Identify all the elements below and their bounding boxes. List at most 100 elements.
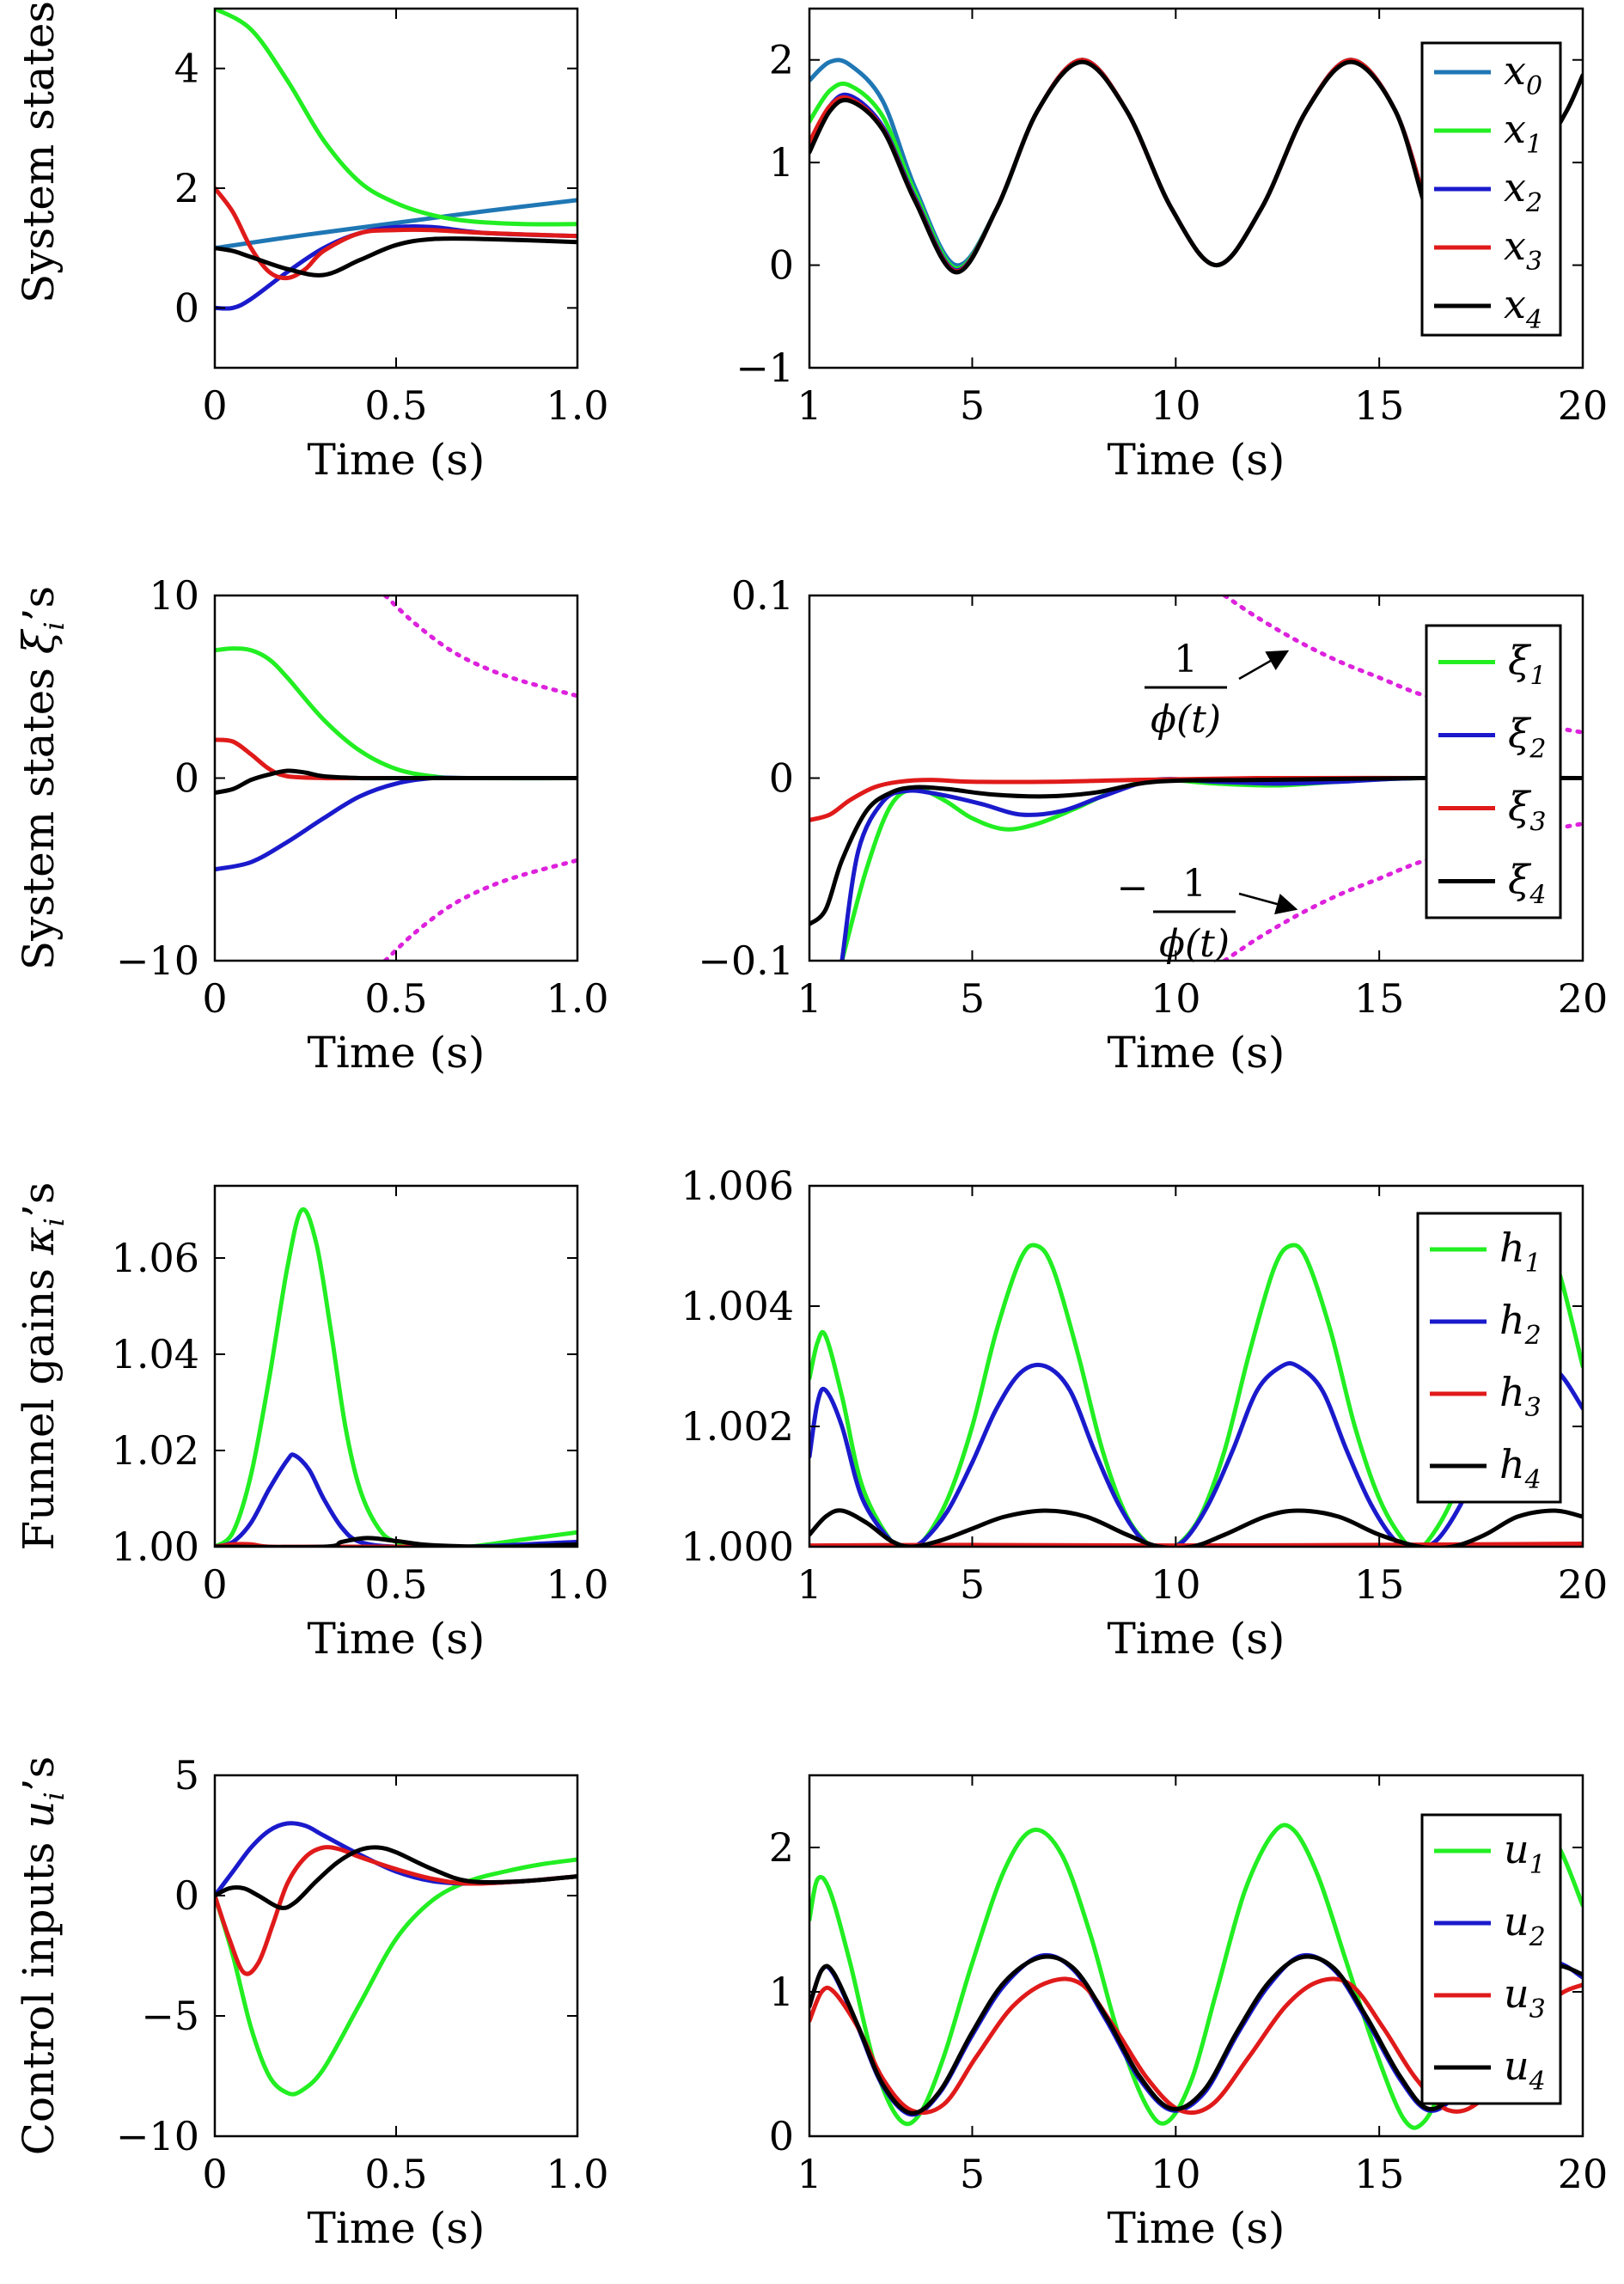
y-tick-label: 2 bbox=[174, 165, 199, 211]
x-tick-label: 10 bbox=[1151, 2151, 1201, 2197]
y-tick-label: 0 bbox=[174, 284, 199, 331]
y-tick-label: −10 bbox=[116, 937, 199, 984]
series-line-s1-0 bbox=[215, 646, 577, 781]
legend-subscript: 4 bbox=[1529, 881, 1546, 911]
x-tick-label: 20 bbox=[1558, 975, 1609, 1022]
x-tick-label: 5 bbox=[960, 382, 985, 429]
series-line-s4-3 bbox=[215, 768, 577, 795]
series-group bbox=[215, 1821, 577, 2097]
lower-arrow bbox=[1238, 892, 1298, 915]
lower-bound-label-denominator: ϕ(t) bbox=[1159, 922, 1230, 966]
legend-symbol: u bbox=[1504, 2043, 1529, 2089]
legend-subscript: 3 bbox=[1529, 808, 1546, 838]
x-axis-label: Time (s) bbox=[1108, 2203, 1285, 2253]
legend-label-xi3: ξ3 bbox=[1508, 784, 1546, 838]
series-line-s4-3 bbox=[215, 1536, 577, 1547]
series-line-bound-5 bbox=[1222, 821, 1583, 961]
y-tick-label: 2 bbox=[769, 37, 794, 83]
series-line-x0-0 bbox=[215, 198, 577, 251]
legend-symbol: x bbox=[1504, 223, 1526, 269]
y-label-symbol: κ bbox=[14, 1226, 64, 1255]
legend-label-u2: u2 bbox=[1504, 1898, 1546, 1952]
x-tick-label: 0.5 bbox=[364, 382, 427, 429]
series-line-s3-2 bbox=[809, 1976, 1583, 2116]
series-line-bound-5 bbox=[382, 858, 577, 961]
y-label-subscript: i bbox=[38, 1792, 70, 1800]
x-tick-label: 5 bbox=[960, 1561, 985, 1608]
legend-symbol: x bbox=[1504, 164, 1526, 211]
series-line-s4-3 bbox=[215, 1845, 577, 1910]
y-tick-label: 1.006 bbox=[681, 1163, 794, 1209]
series-group bbox=[215, 1206, 577, 1547]
x-tick-label: 1.0 bbox=[546, 2151, 608, 2197]
legend-label-xi4: ξ4 bbox=[1508, 857, 1546, 911]
series-line-s4-3 bbox=[809, 775, 1583, 926]
x-tick-label: 1 bbox=[797, 1561, 821, 1608]
y-tick-label: 5 bbox=[174, 1752, 199, 1798]
y-tick-label: 0.1 bbox=[731, 572, 794, 619]
series-group bbox=[809, 595, 1583, 961]
series-line-s2-1 bbox=[215, 1452, 577, 1547]
legend-subscript: 3 bbox=[1526, 247, 1542, 277]
series-line-s3-3 bbox=[809, 58, 1431, 274]
legend-subscript: 1 bbox=[1529, 1850, 1546, 1880]
series-line-s2-1 bbox=[839, 775, 1583, 961]
plot-frame bbox=[213, 7, 579, 369]
x-axis-label: Time (s) bbox=[1108, 1614, 1285, 1664]
series-line-s1-0 bbox=[215, 1206, 577, 1547]
y-tick-label: 0 bbox=[769, 2113, 794, 2159]
legend-label-xi2: ξ2 bbox=[1508, 711, 1546, 765]
y-tick-label: −1 bbox=[736, 345, 794, 391]
y-label-symbol: u bbox=[14, 1801, 64, 1829]
legend-symbol: x bbox=[1504, 106, 1526, 152]
series-line-s3-2 bbox=[215, 1845, 577, 1976]
series-group bbox=[215, 595, 577, 961]
legend-label-x1: x1 bbox=[1504, 106, 1542, 160]
y-tick-label: 1.002 bbox=[681, 1403, 794, 1450]
legend-subscript: 2 bbox=[1529, 1922, 1546, 1952]
series-group bbox=[215, 9, 577, 311]
y-tick-label: 10 bbox=[149, 572, 199, 619]
legend-box bbox=[1425, 624, 1562, 919]
legend-symbol: ξ bbox=[1508, 857, 1532, 903]
x-axis-label: Time (s) bbox=[1108, 435, 1285, 485]
x-tick-label: 10 bbox=[1151, 1561, 1201, 1608]
legend-label-u1: u1 bbox=[1504, 1826, 1546, 1880]
upper-bound-label-denominator: ϕ(t) bbox=[1151, 698, 1221, 742]
x-axis-label: Time (s) bbox=[308, 1028, 485, 1078]
y-axis-label-2: Funnel gains κi’s bbox=[14, 1182, 70, 1551]
x-axis-label: Time (s) bbox=[308, 435, 485, 485]
legend-symbol: ξ bbox=[1508, 784, 1532, 830]
x-tick-label: 20 bbox=[1558, 1561, 1609, 1608]
legend-symbol: u bbox=[1504, 1898, 1529, 1945]
y-label-symbol: ξ bbox=[14, 628, 64, 654]
x-tick-label: 15 bbox=[1354, 1561, 1405, 1608]
y-tick-label: 1.00 bbox=[112, 1524, 199, 1570]
y-label-text: System states bbox=[14, 0, 64, 303]
legend-subscript: 3 bbox=[1529, 1994, 1546, 2024]
x-tick-label: 1 bbox=[797, 382, 821, 429]
y-tick-label: 0 bbox=[174, 755, 199, 802]
y-label-subscript: i bbox=[38, 1218, 70, 1226]
y-tick-label: 1.04 bbox=[112, 1331, 199, 1377]
y-label-text: System states bbox=[14, 654, 64, 970]
x-tick-label: 15 bbox=[1354, 382, 1405, 429]
y-axis-label-1: System states ξi’s bbox=[14, 586, 70, 970]
x-tick-label: 20 bbox=[1558, 2151, 1609, 2197]
legend-subscript: 2 bbox=[1529, 735, 1546, 765]
lower-bound-label-numerator: 1 bbox=[1182, 862, 1206, 906]
series-line-s4-3 bbox=[809, 1508, 1583, 1547]
x-tick-label: 0 bbox=[202, 382, 227, 429]
y-tick-label: 1 bbox=[769, 1969, 794, 2015]
legend-subscript: 1 bbox=[1526, 130, 1542, 160]
plot-frame bbox=[808, 1774, 1584, 2138]
legend-symbol: x bbox=[1504, 281, 1526, 327]
